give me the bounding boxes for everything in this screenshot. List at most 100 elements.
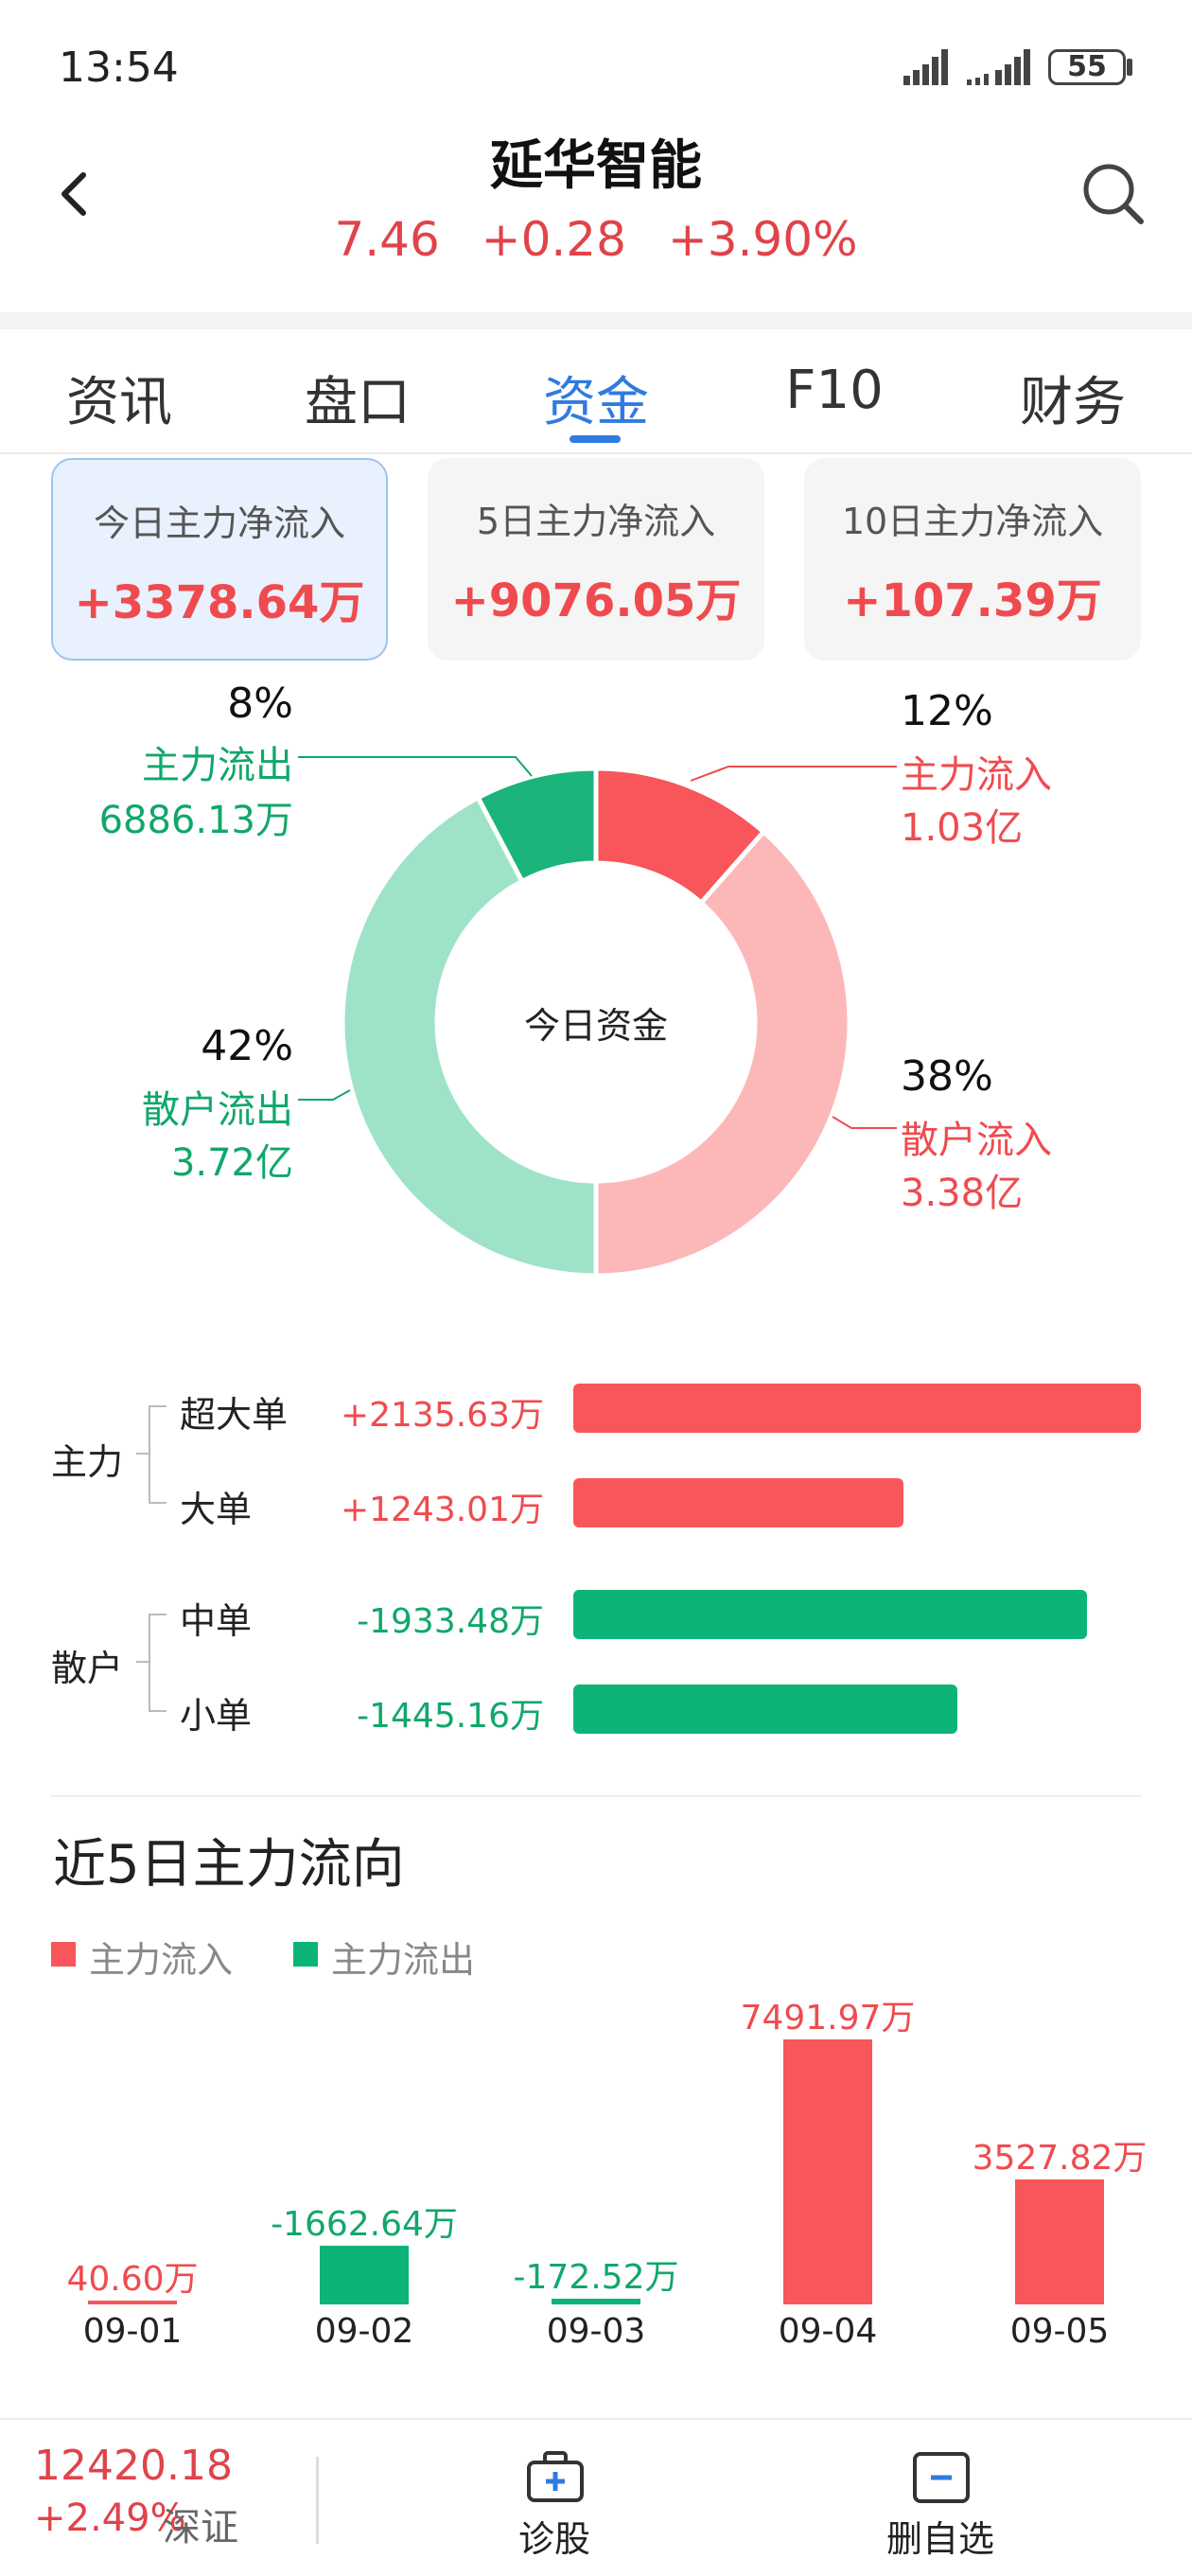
row-value-super-large: +2135.63万 [340,1396,544,1435]
row-value-small: -1445.16万 [357,1697,544,1736]
tabs-divider [0,452,1192,454]
card-today-net-inflow[interactable]: 今日主力净流入 +3378.64万 [51,458,388,661]
five-day-chart: 40.60万 09-01 -1662.64万 09-02 -172.52万 09-03 74… [0,1987,1192,2385]
slice-retail-outflow [340,794,599,1279]
active-tab-indicator [570,435,621,443]
card-label: 5日主力净流入 [476,501,716,542]
row-label-small: 小单 [180,1695,253,1737]
remove-watchlist-label: 删自选 [885,2518,994,2560]
tab-capital[interactable]: 资金 [543,372,649,433]
index-change[interactable]: +2.49% [34,2497,186,2540]
tab-f10[interactable]: F10 [785,360,884,421]
donut-center-label: 今日资金 [523,1005,668,1047]
index-value[interactable]: 12420.18 [34,2442,233,2490]
tab-bar: 资讯 盘口 资金 F10 财务 [0,341,1192,454]
card-5day-net-inflow[interactable]: 5日主力净流入 +9076.05万 [428,458,764,661]
stock-name: 延华智能 [490,135,702,197]
five-day-title: 近5日主力流向 [53,1834,405,1896]
diagnose-label: 诊股 [517,2518,590,2560]
bottom-bar [0,2418,1192,2576]
index-name[interactable]: 深证 [163,2506,238,2550]
day-date-label: 09-04 [778,2312,878,2351]
day-value-label: 40.60万 [66,2260,199,2299]
day-value-label: 7491.97万 [740,1999,916,2038]
card-label: 10日主力净流入 [841,501,1104,542]
slice-retail-inflow [593,828,852,1279]
stock-quote: 7.46 +0.28 +3.90% [0,212,1192,267]
row-bar-large [573,1478,904,1527]
remove-watchlist-button[interactable]: 删自选 [865,2447,1016,2561]
retail-inflow-label: 散户流入 [901,1119,1052,1162]
day-date-label: 09-02 [314,2312,414,2351]
battery-tip [1127,59,1132,76]
retail-inflow-pct: 38% [901,1052,993,1101]
row-bar-super-large [573,1384,1141,1433]
slice-main-outflow [474,766,599,885]
row-label-super-large: 超大单 [180,1394,289,1436]
back-button[interactable] [55,170,93,218]
card-value: +3378.64万 [74,576,365,629]
main-inflow-amount: 1.03亿 [901,806,1024,850]
battery-icon: 55 [1048,49,1126,85]
day-date-label: 09-01 [82,2312,183,2351]
card-value: +9076.05万 [450,574,742,627]
main-inflow-pct: 12% [901,687,993,735]
row-label-large: 大单 [180,1489,253,1530]
row-bar-small [573,1685,957,1734]
day-bar-09-02 [320,2245,409,2304]
status-bar: 13:54 55 [0,0,1192,123]
main-outflow-pct: 8% [227,679,293,728]
cell-signal-2-icon [967,49,1033,85]
leader-retail-inflow [832,1116,897,1129]
main-outflow-amount: 6886.13万 [98,799,293,842]
stock-change-pct: +3.90% [667,212,858,267]
main-inflow-label: 主力流入 [901,753,1052,797]
day-bar-09-05 [1015,2179,1104,2304]
day-bar-09-03 [552,2298,640,2304]
minus-square-icon [913,2452,970,2503]
legend-inflow-swatch [51,1942,76,1967]
stock-change: +0.28 [481,212,626,267]
group-main-label: 主力 [51,1441,124,1483]
capital-donut-chart [298,756,897,1279]
cell-signal-icon [903,49,951,85]
retail-outflow-label: 散户流出 [142,1088,293,1132]
leader-retail-outflow [298,1089,351,1101]
day-date-label: 09-03 [546,2312,646,2351]
legend-inflow-label: 主力流入 [89,1939,234,1981]
day-value-label: -172.52万 [513,2257,679,2297]
tab-finance[interactable]: 财务 [1020,372,1126,433]
day-value-label: 3527.82万 [972,2139,1148,2179]
stock-price: 7.46 [334,212,440,267]
row-bar-medium [573,1590,1088,1639]
diagnose-button[interactable]: 诊股 [479,2447,630,2561]
tab-news[interactable]: 资讯 [66,372,172,433]
search-icon [1083,164,1144,224]
section-divider [51,1795,1141,1797]
card-value: +107.39万 [843,574,1102,627]
group-retail-label: 散户 [51,1648,124,1689]
card-10day-net-inflow[interactable]: 10日主力净流入 +107.39万 [804,458,1141,661]
status-time: 13:54 [59,44,179,92]
row-value-large: +1243.01万 [340,1491,544,1529]
day-value-label: -1662.64万 [271,2204,458,2244]
retail-outflow-amount: 3.72亿 [170,1141,293,1185]
search-button[interactable] [1078,159,1147,227]
day-date-label: 09-05 [1009,2312,1110,2351]
row-value-medium: -1933.48万 [357,1602,544,1641]
leader-main-outflow [298,756,533,777]
main-outflow-label: 主力流出 [142,744,293,787]
chevron-left-icon [61,172,86,216]
row-label-medium: 中单 [180,1600,253,1642]
legend-outflow-swatch [293,1942,318,1967]
card-label: 今日主力净流入 [93,503,345,544]
legend-outflow-label: 主力流出 [331,1939,476,1981]
day-bar-09-01 [88,2301,177,2304]
day-bar-09-04 [783,2039,872,2304]
retail-inflow-amount: 3.38亿 [901,1172,1024,1215]
header-divider [0,312,1192,329]
tab-orderbook[interactable]: 盘口 [305,372,411,433]
breakdown-brackets [136,1405,167,1712]
medical-kit-icon [527,2451,584,2502]
leader-main-inflow [690,766,897,782]
